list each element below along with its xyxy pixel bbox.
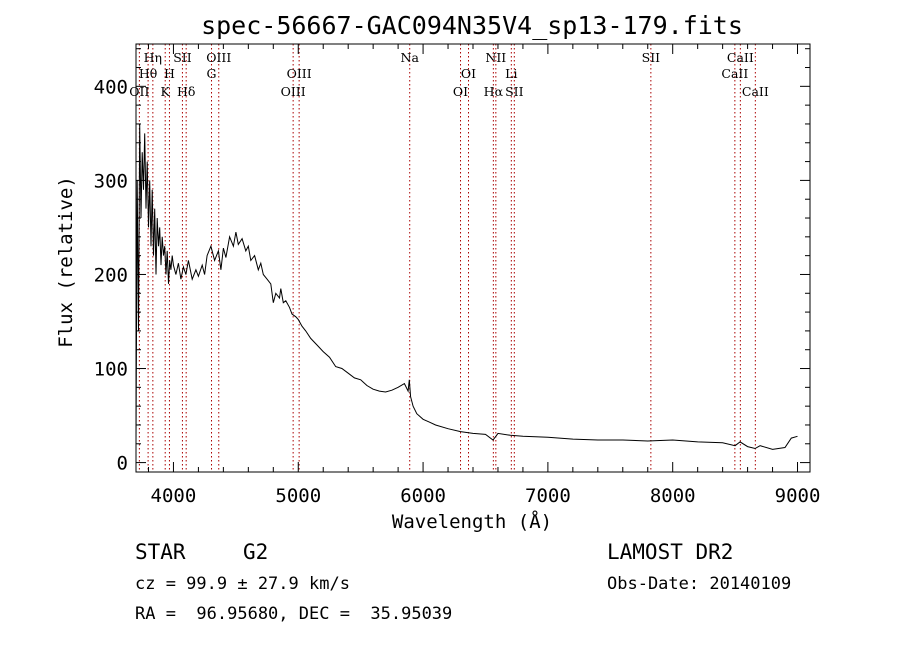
line-marker-label: OII: [129, 84, 149, 99]
x-axis: 4000 5000 6000 7000 8000 9000: [147, 44, 821, 507]
observation-date: Obs-Date: 20140109: [607, 574, 792, 594]
line-marker-label: SII: [173, 50, 192, 65]
y-axis: 0 100 200 300 400: [94, 48, 810, 475]
line-marker-label: OIII: [206, 50, 231, 65]
survey-name: LAMOST DR2: [607, 540, 734, 564]
object-subclass: G2: [243, 540, 269, 564]
redshift-cz: cz = 99.9 ± 27.9 km/s: [135, 574, 350, 594]
line-marker-label: Na: [401, 50, 420, 65]
x-axis-label: Wavelength (Å): [392, 510, 552, 533]
y-tick-label: 400: [94, 76, 128, 98]
line-marker-label: Hδ: [177, 84, 195, 99]
x-tick-label: 6000: [400, 485, 446, 507]
line-marker-label: NII: [485, 50, 506, 65]
line-marker-label: SII: [505, 84, 524, 99]
chart-title: spec-56667-GAC094N35V4_sp13-179.fits: [201, 11, 743, 40]
line-marker-label: OIII: [287, 66, 312, 81]
y-tick-label: 200: [94, 264, 128, 286]
spectrum-series-line: [135, 123, 798, 450]
x-tick-label: 8000: [650, 485, 696, 507]
line-marker-label: CaII: [721, 66, 748, 81]
line-marker-label: CaII: [742, 84, 769, 99]
x-tick-label: 7000: [525, 485, 571, 507]
x-tick-label: 4000: [151, 485, 197, 507]
y-tick-label: 300: [94, 170, 128, 192]
y-tick-label: 0: [117, 453, 128, 475]
line-marker-label: G: [207, 66, 217, 81]
line-marker-label: Hα: [484, 84, 504, 99]
line-marker-label: OI: [461, 66, 476, 81]
x-tick-label: 9000: [775, 485, 821, 507]
line-marker-label: K: [161, 84, 171, 99]
line-marker-label: Hθ: [139, 66, 157, 81]
line-marker-label: H: [164, 66, 175, 81]
line-marker-label: CaII: [727, 50, 754, 65]
line-marker-label: OIII: [281, 84, 306, 99]
line-marker-label: Hη: [144, 50, 162, 65]
y-axis-label: Flux (relative): [55, 176, 77, 348]
coordinates: RA = 96.95680, DEC = 35.95039: [135, 604, 453, 624]
x-tick-label: 5000: [275, 485, 321, 507]
line-marker-label: OI: [453, 84, 468, 99]
line-marker-label: SII: [642, 50, 661, 65]
y-tick-label: 100: [94, 359, 128, 381]
line-marker-label: Li: [505, 66, 517, 81]
object-class: STAR: [135, 540, 186, 564]
plot-frame: [135, 43, 811, 473]
